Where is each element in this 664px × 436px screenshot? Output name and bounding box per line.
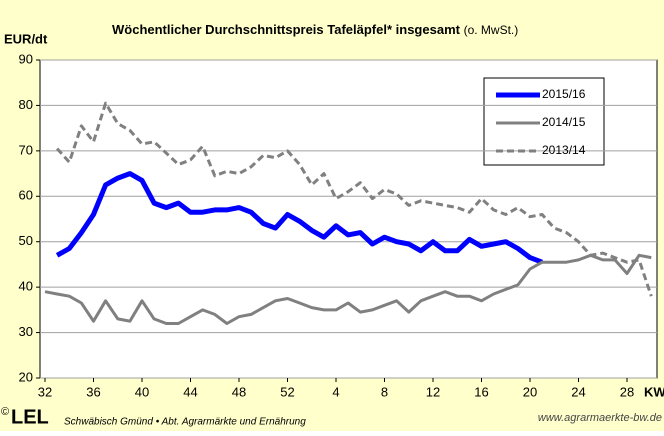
logo: LEL — [11, 406, 49, 428]
x-tick-label: 16 — [474, 384, 488, 399]
source: Schwäbisch Gmünd • Abt. Agrarmärkte und … — [64, 417, 306, 428]
x-tick-label: 8 — [381, 384, 388, 399]
x-tick-label: 40 — [135, 384, 149, 399]
chart-title: Wöchentlicher Durchschnittspreis Tafeläp… — [112, 22, 518, 37]
x-tick-label: 44 — [183, 384, 197, 399]
y-tick-label: 80 — [19, 97, 33, 112]
legend-label: 2013/14 — [542, 143, 586, 157]
subtitle: (o. MwSt.) — [464, 23, 519, 37]
x-axis-label: KW — [644, 384, 664, 399]
y-axis-label: EUR/dt — [4, 31, 48, 46]
y-tick-label: 20 — [19, 369, 33, 384]
x-tick-label: 24 — [571, 384, 585, 399]
x-tick-label: 20 — [523, 384, 537, 399]
y-tick-label: 60 — [19, 188, 33, 203]
y-tick-label: 70 — [19, 142, 33, 157]
x-tick-label: 4 — [332, 384, 339, 399]
legend-label: 2014/15 — [542, 115, 586, 129]
x-tick-label: 36 — [86, 384, 100, 399]
y-tick-label: 50 — [19, 233, 33, 248]
series-line — [55, 171, 543, 265]
x-tick-label: 32 — [38, 384, 52, 399]
y-tick-label: 90 — [19, 51, 33, 66]
x-tick-label: 48 — [232, 384, 246, 399]
copyright: © — [1, 406, 9, 418]
x-tick-label: 28 — [620, 384, 634, 399]
y-tick-label: 30 — [19, 324, 33, 339]
series-line — [55, 101, 653, 297]
title: Wöchentlicher Durchschnittspreis Tafeläp… — [112, 22, 461, 37]
legend-label: 2015/16 — [542, 87, 586, 101]
series-line — [44, 253, 652, 325]
x-tick-label: 52 — [280, 384, 294, 399]
y-tick-label: 40 — [19, 279, 33, 294]
x-tick-label: 12 — [426, 384, 440, 399]
url: www.agrarmaerkte-bw.de — [538, 412, 662, 424]
